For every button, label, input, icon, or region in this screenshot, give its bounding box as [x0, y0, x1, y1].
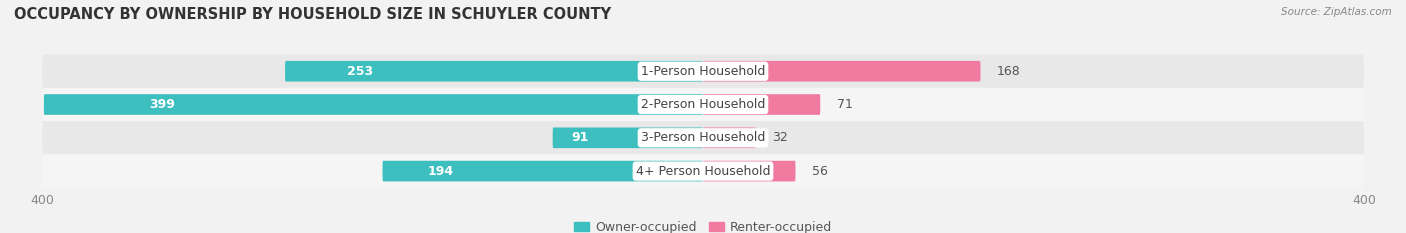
Text: 253: 253 [347, 65, 374, 78]
FancyBboxPatch shape [42, 154, 1364, 188]
FancyBboxPatch shape [42, 121, 1364, 154]
Text: 4+ Person Household: 4+ Person Household [636, 164, 770, 178]
FancyBboxPatch shape [382, 161, 703, 182]
Text: 91: 91 [571, 131, 589, 144]
FancyBboxPatch shape [553, 127, 703, 148]
Text: OCCUPANCY BY OWNERSHIP BY HOUSEHOLD SIZE IN SCHUYLER COUNTY: OCCUPANCY BY OWNERSHIP BY HOUSEHOLD SIZE… [14, 7, 612, 22]
FancyBboxPatch shape [42, 55, 1364, 88]
Text: 56: 56 [813, 164, 828, 178]
Text: 3-Person Household: 3-Person Household [641, 131, 765, 144]
Text: Source: ZipAtlas.com: Source: ZipAtlas.com [1281, 7, 1392, 17]
FancyBboxPatch shape [42, 88, 1364, 121]
Legend: Owner-occupied, Renter-occupied: Owner-occupied, Renter-occupied [574, 221, 832, 233]
FancyBboxPatch shape [703, 127, 756, 148]
FancyBboxPatch shape [703, 161, 796, 182]
FancyBboxPatch shape [703, 61, 980, 82]
Text: 1-Person Household: 1-Person Household [641, 65, 765, 78]
FancyBboxPatch shape [285, 61, 703, 82]
FancyBboxPatch shape [703, 94, 820, 115]
FancyBboxPatch shape [44, 94, 703, 115]
Text: 168: 168 [997, 65, 1021, 78]
Text: 194: 194 [427, 164, 453, 178]
Text: 71: 71 [837, 98, 852, 111]
Text: 2-Person Household: 2-Person Household [641, 98, 765, 111]
Text: 399: 399 [149, 98, 176, 111]
Text: 32: 32 [772, 131, 789, 144]
